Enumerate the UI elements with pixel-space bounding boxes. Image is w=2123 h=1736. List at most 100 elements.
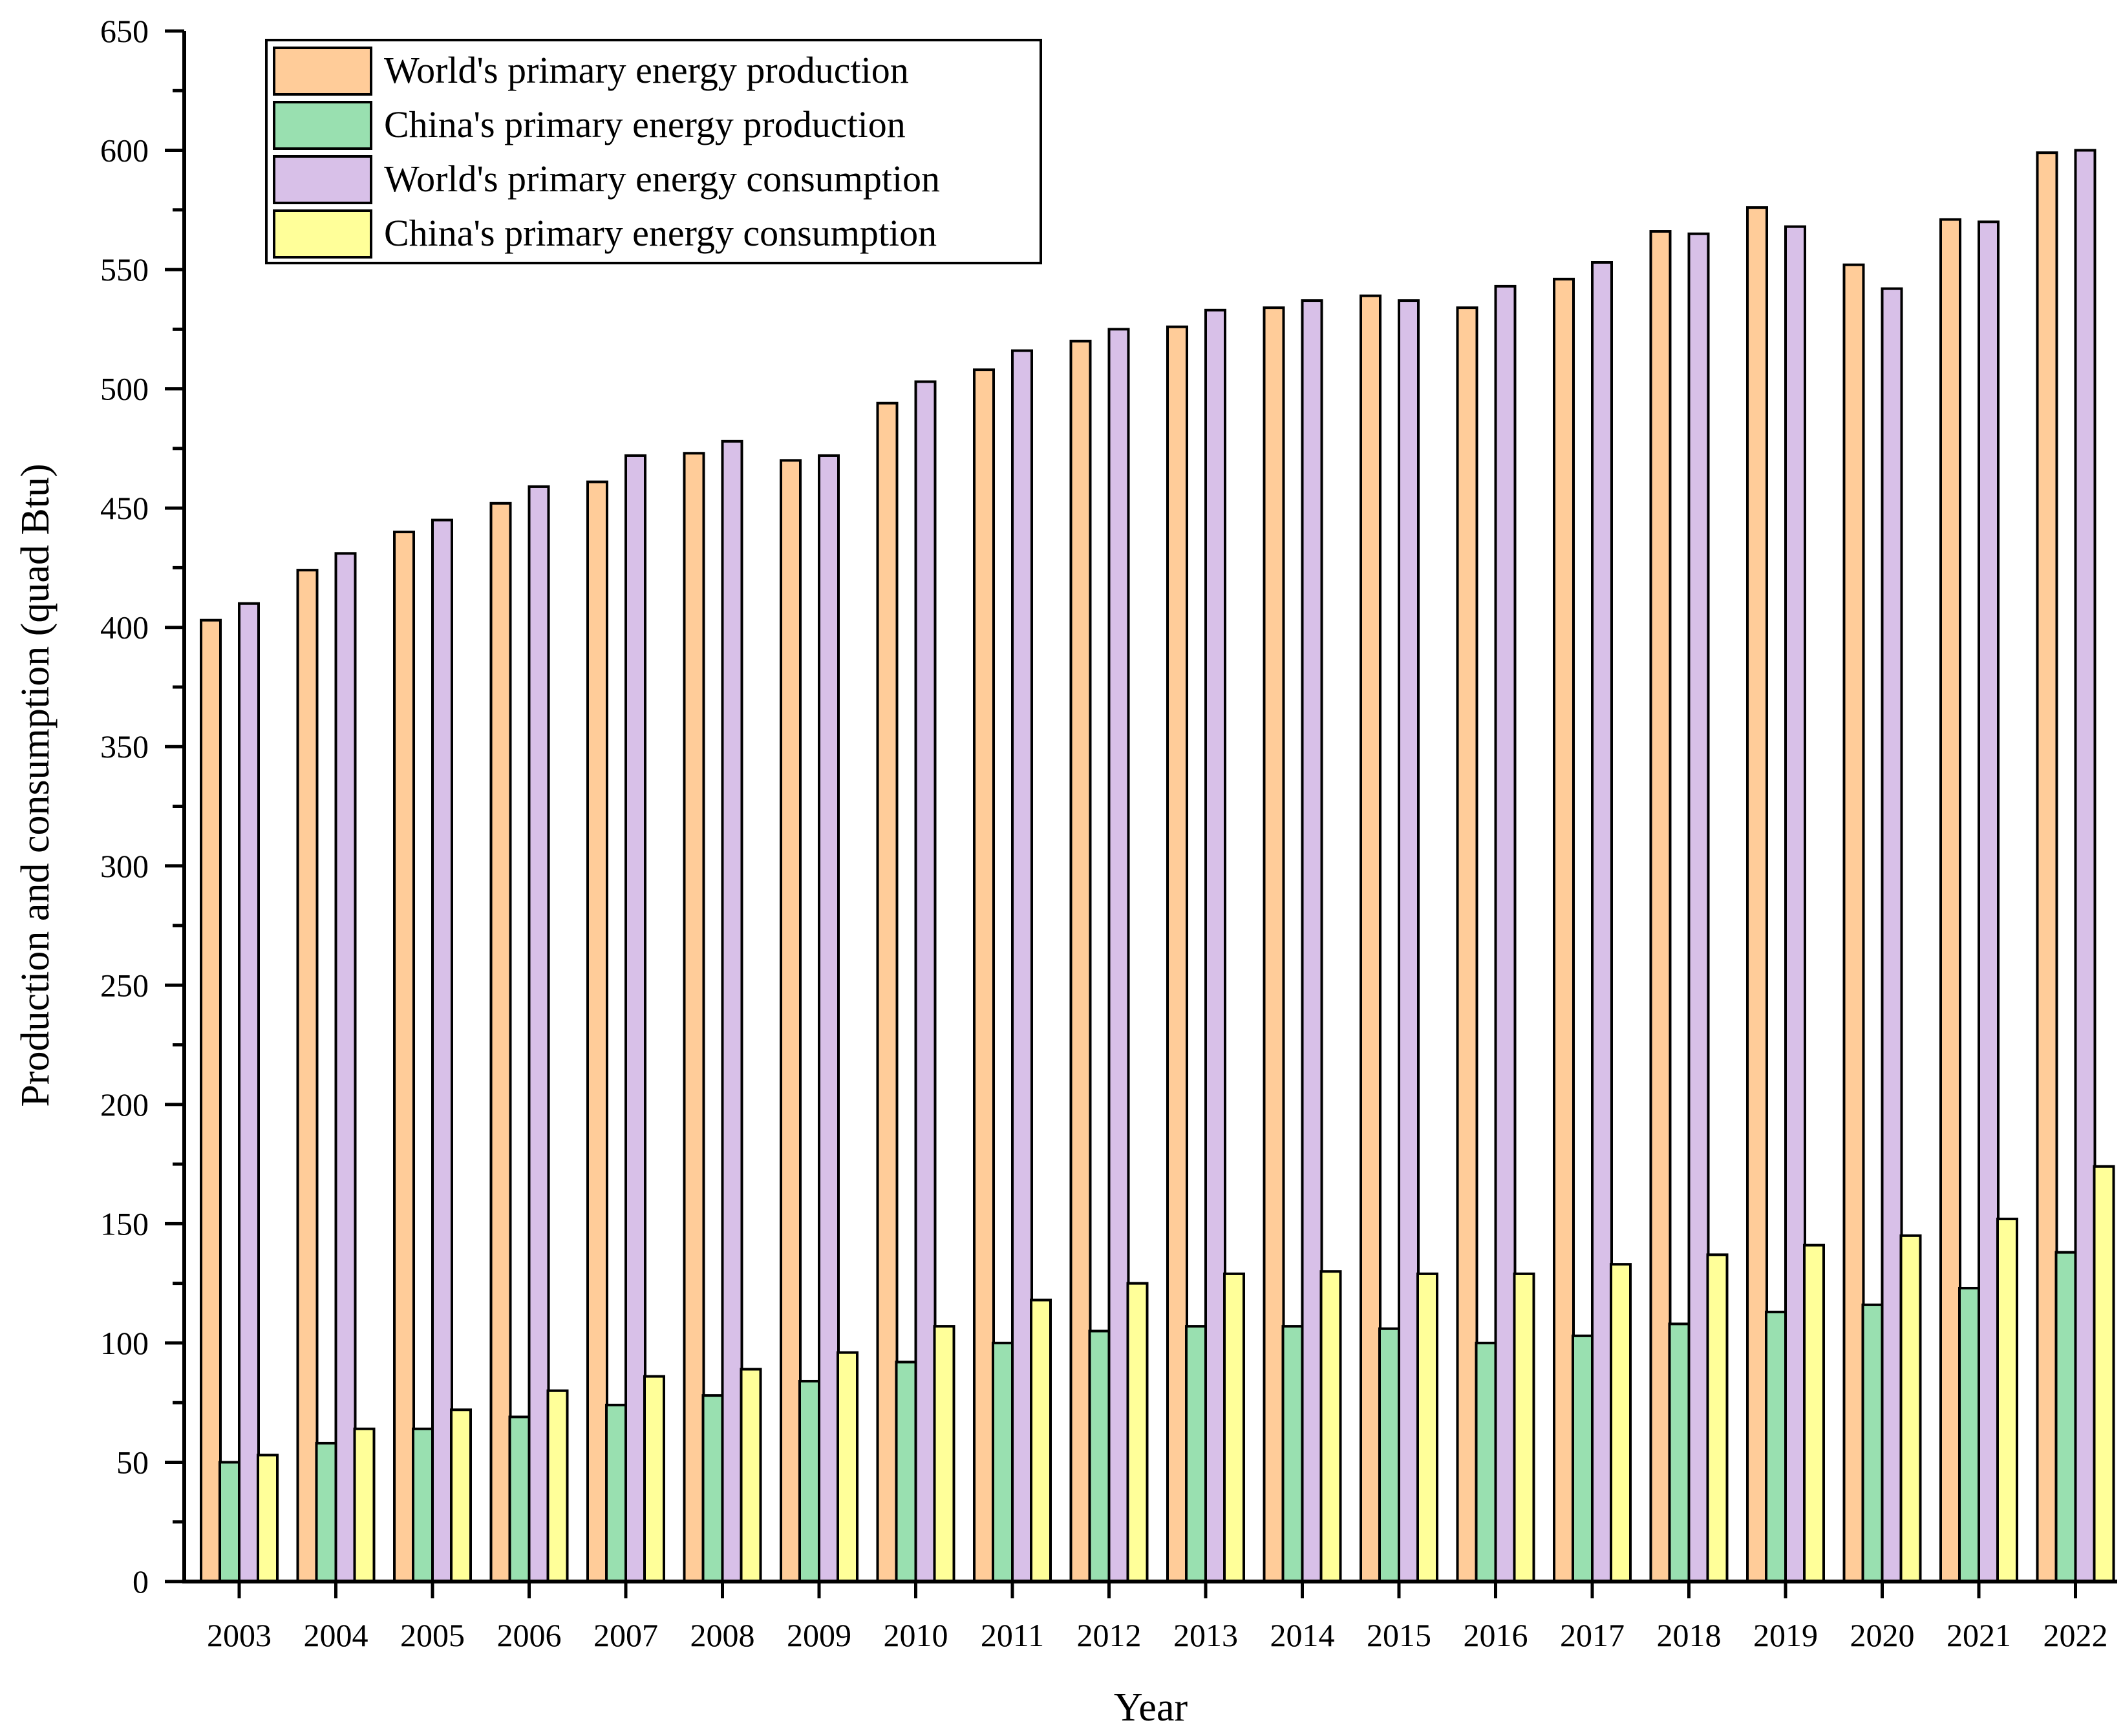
x-tick-label: 2011 bbox=[981, 1617, 1044, 1653]
x-tick-label: 2009 bbox=[787, 1617, 851, 1653]
bar-2012-series-3 bbox=[1126, 1282, 1149, 1583]
x-tick-label: 2022 bbox=[2043, 1617, 2108, 1653]
bar-2012-series-1 bbox=[1088, 1329, 1111, 1583]
x-tick-label: 2006 bbox=[497, 1617, 562, 1653]
bar-2008-series-1 bbox=[701, 1394, 724, 1583]
bar-2004-series-0 bbox=[296, 569, 319, 1583]
bar-2016-series-0 bbox=[1456, 306, 1478, 1583]
x-tick-label: 2018 bbox=[1657, 1617, 1722, 1653]
bar-2019-series-1 bbox=[1765, 1310, 1787, 1583]
bar-2006-series-2 bbox=[528, 485, 550, 1583]
bar-2010-series-3 bbox=[933, 1325, 955, 1583]
bar-2022-series-0 bbox=[2036, 151, 2058, 1583]
bar-2019-series-0 bbox=[1746, 206, 1768, 1583]
x-axis-title: Year bbox=[1114, 1686, 1188, 1730]
bar-2012-series-2 bbox=[1107, 328, 1130, 1583]
bar-2009-series-3 bbox=[837, 1351, 859, 1583]
bar-2003-series-1 bbox=[219, 1461, 240, 1583]
y-tick-label: 0 bbox=[133, 1563, 149, 1600]
bar-2013-series-2 bbox=[1204, 308, 1226, 1583]
bar-2020-series-3 bbox=[1899, 1234, 1922, 1583]
bar-2013-series-3 bbox=[1223, 1272, 1245, 1583]
y-tick-label: 100 bbox=[100, 1325, 149, 1361]
y-tick-label: 500 bbox=[100, 371, 149, 407]
bar-2005-series-3 bbox=[450, 1408, 472, 1583]
x-tick-label: 2019 bbox=[1753, 1617, 1818, 1653]
bar-2017-series-3 bbox=[1610, 1263, 1632, 1583]
bar-2022-series-2 bbox=[2074, 149, 2096, 1583]
x-tick-label: 2014 bbox=[1270, 1617, 1335, 1653]
y-tick-label: 300 bbox=[100, 848, 149, 884]
bar-2018-series-0 bbox=[1649, 230, 1672, 1583]
bar-2009-series-0 bbox=[780, 459, 802, 1583]
bar-2005-series-2 bbox=[431, 518, 453, 1583]
bar-2015-series-0 bbox=[1360, 294, 1382, 1583]
bar-2014-series-0 bbox=[1263, 306, 1285, 1583]
bars-layer bbox=[200, 149, 2115, 1583]
x-tick-label: 2003 bbox=[207, 1617, 272, 1653]
legend-swatch-0 bbox=[273, 47, 372, 96]
bar-2011-series-1 bbox=[992, 1341, 1014, 1583]
legend-swatch-3 bbox=[273, 209, 372, 259]
y-tick-label: 650 bbox=[100, 13, 149, 49]
x-tick-label: 2020 bbox=[1850, 1617, 1915, 1653]
y-tick-label: 350 bbox=[100, 728, 149, 765]
legend-label-3: China's primary energy consumption bbox=[384, 212, 937, 254]
bar-2016-series-3 bbox=[1513, 1272, 1535, 1583]
bar-2017-series-1 bbox=[1572, 1334, 1594, 1583]
bar-2017-series-0 bbox=[1553, 277, 1575, 1583]
bar-2020-series-0 bbox=[1842, 263, 1865, 1583]
y-tick-label: 150 bbox=[100, 1205, 149, 1242]
bar-2011-series-2 bbox=[1011, 349, 1033, 1583]
bar-2006-series-0 bbox=[489, 502, 512, 1583]
y-tick-label: 450 bbox=[100, 490, 149, 526]
legend-label-1: China's primary energy production bbox=[384, 103, 906, 145]
bar-2022-series-1 bbox=[2054, 1251, 2077, 1583]
x-tick-label: 2007 bbox=[593, 1617, 658, 1653]
x-tick-label: 2012 bbox=[1077, 1617, 1142, 1653]
bar-2019-series-2 bbox=[1784, 225, 1806, 1583]
legend-label-2: World's primary energy consumption bbox=[384, 158, 940, 200]
bar-2013-series-0 bbox=[1166, 325, 1188, 1583]
x-tick-label: 2021 bbox=[1947, 1617, 2011, 1653]
bar-2021-series-1 bbox=[1958, 1287, 1980, 1583]
bar-2011-series-0 bbox=[973, 368, 995, 1583]
x-tick-label: 2010 bbox=[884, 1617, 948, 1653]
legend-box bbox=[265, 39, 1042, 264]
bar-2019-series-3 bbox=[1803, 1244, 1825, 1583]
bar-2018-series-1 bbox=[1668, 1322, 1691, 1583]
bar-2015-series-2 bbox=[1398, 299, 1420, 1583]
bar-2020-series-1 bbox=[1861, 1303, 1884, 1583]
bar-2014-series-3 bbox=[1319, 1270, 1342, 1583]
x-tick-label: 2017 bbox=[1560, 1617, 1625, 1653]
axes-layer: 0 50 100 150 200 250 300 350 400 450 500 550 600 650 2… bbox=[100, 13, 2117, 1653]
bar-2007-series-0 bbox=[586, 480, 608, 1583]
bar-2009-series-1 bbox=[798, 1379, 820, 1583]
bar-2014-series-1 bbox=[1281, 1325, 1304, 1583]
bar-2006-series-3 bbox=[546, 1389, 569, 1583]
bar-2010-series-1 bbox=[895, 1360, 917, 1583]
bar-2009-series-2 bbox=[818, 454, 840, 1583]
bar-2008-series-0 bbox=[683, 452, 705, 1583]
legend-swatch-2 bbox=[273, 155, 372, 204]
bar-2004-series-1 bbox=[315, 1441, 337, 1583]
bar-2015-series-3 bbox=[1416, 1272, 1438, 1583]
y-axis-title: Production and consumption (quad Btu) bbox=[14, 463, 58, 1106]
y-tick-label: 400 bbox=[100, 609, 149, 646]
x-tick-label: 2013 bbox=[1173, 1617, 1238, 1653]
bar-2020-series-2 bbox=[1881, 287, 1903, 1583]
bar-2015-series-1 bbox=[1378, 1327, 1400, 1583]
legend: World's primary energy production China's… bbox=[265, 39, 1042, 264]
y-tick-label: 50 bbox=[116, 1444, 149, 1480]
bar-2008-series-2 bbox=[721, 439, 743, 1583]
x-tick-label: 2008 bbox=[690, 1617, 755, 1653]
bar-2007-series-3 bbox=[643, 1375, 665, 1583]
y-tick-label: 600 bbox=[100, 132, 149, 169]
bar-2010-series-2 bbox=[914, 380, 937, 1583]
bar-2003-series-2 bbox=[238, 602, 260, 1583]
bar-2013-series-1 bbox=[1185, 1325, 1207, 1583]
bar-2021-series-2 bbox=[1978, 220, 2000, 1583]
bar-2011-series-3 bbox=[1030, 1298, 1052, 1583]
y-tick-label: 200 bbox=[100, 1086, 149, 1123]
bar-2003-series-3 bbox=[257, 1454, 279, 1583]
